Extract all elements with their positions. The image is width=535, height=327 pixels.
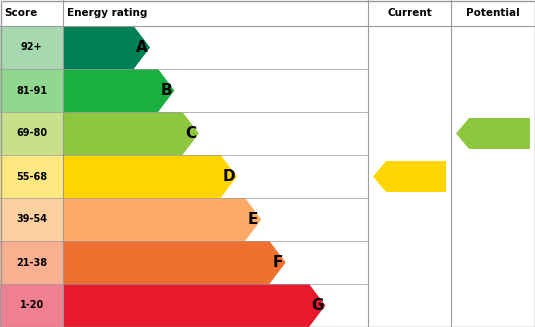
Bar bbox=[0, 284, 63, 327]
Polygon shape bbox=[63, 198, 261, 241]
Text: A: A bbox=[136, 40, 148, 55]
Bar bbox=[0, 26, 63, 69]
Bar bbox=[0, 155, 63, 198]
Polygon shape bbox=[456, 118, 530, 149]
Polygon shape bbox=[63, 26, 150, 69]
Text: F: F bbox=[272, 255, 283, 270]
Text: G: G bbox=[311, 298, 324, 313]
Polygon shape bbox=[63, 284, 325, 327]
Text: B: B bbox=[160, 83, 172, 98]
Text: C: C bbox=[185, 126, 196, 141]
Text: D: D bbox=[223, 169, 235, 184]
Text: 67 |: 67 | bbox=[401, 171, 422, 182]
Bar bbox=[0, 112, 63, 155]
Text: 92+: 92+ bbox=[21, 43, 42, 53]
Text: E: E bbox=[248, 212, 258, 227]
Polygon shape bbox=[63, 112, 199, 155]
Polygon shape bbox=[63, 241, 286, 284]
Text: Energy rating: Energy rating bbox=[67, 8, 148, 18]
Text: C: C bbox=[518, 129, 526, 139]
Polygon shape bbox=[63, 69, 174, 112]
Text: Current: Current bbox=[387, 8, 432, 18]
Text: 39-54: 39-54 bbox=[16, 215, 47, 225]
Text: 80 |: 80 | bbox=[484, 128, 506, 139]
Bar bbox=[0, 69, 63, 112]
Text: 69-80: 69-80 bbox=[16, 129, 47, 139]
Polygon shape bbox=[373, 161, 446, 192]
Bar bbox=[0, 241, 63, 284]
Polygon shape bbox=[63, 155, 237, 198]
Text: 55-68: 55-68 bbox=[16, 171, 47, 181]
Text: 1-20: 1-20 bbox=[19, 301, 44, 311]
Text: 21-38: 21-38 bbox=[16, 257, 47, 267]
Text: D: D bbox=[433, 171, 442, 181]
Text: 81-91: 81-91 bbox=[16, 85, 47, 95]
Text: Score: Score bbox=[4, 8, 37, 18]
Bar bbox=[0, 198, 63, 241]
Text: Potential: Potential bbox=[466, 8, 520, 18]
